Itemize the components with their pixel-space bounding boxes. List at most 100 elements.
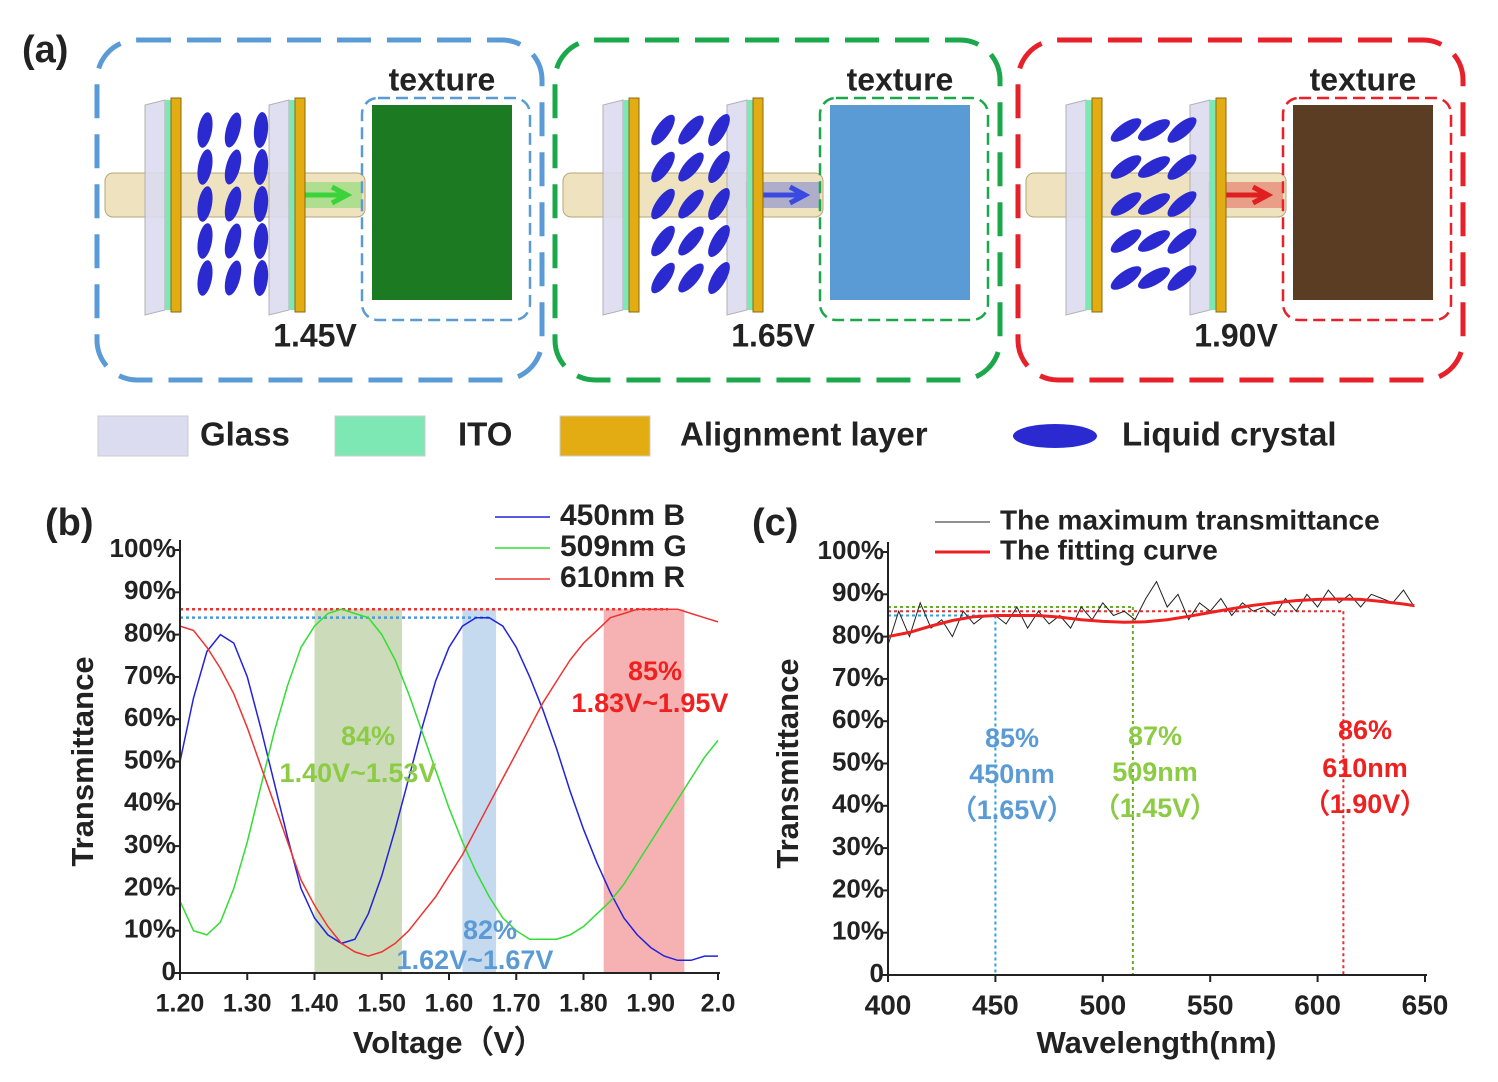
- liquid-crystal: [678, 189, 704, 219]
- annotation: （1.45V）: [1093, 793, 1218, 823]
- x-tick-label: 1.30: [223, 990, 272, 1018]
- liquid-crystal: [678, 263, 704, 293]
- x-axis-title: Wavelength(nm): [1037, 1025, 1277, 1060]
- y-tick-label: 40%: [124, 787, 176, 817]
- x-tick-label: 600: [1294, 989, 1341, 1020]
- y-tick-label: 30%: [124, 829, 176, 859]
- y-tick-label: 0: [870, 958, 884, 988]
- liquid-crystal: [253, 186, 269, 222]
- ito-layer: [289, 100, 295, 310]
- x-tick-label: 2.0: [701, 990, 736, 1018]
- liquid-crystal: [1138, 156, 1170, 178]
- liquid-crystal: [1110, 266, 1142, 290]
- liquid-crystal: [1167, 117, 1197, 143]
- x-tick-label: 400: [865, 989, 912, 1020]
- alignment-layer: [752, 97, 764, 313]
- x-tick-label: 650: [1402, 989, 1449, 1020]
- x-tick-label: 1.50: [357, 990, 406, 1018]
- panel-label: (a): [22, 29, 68, 71]
- alignment-layer: [294, 97, 306, 313]
- legend-label: ITO: [458, 416, 512, 453]
- x-tick-label: 1.70: [492, 990, 541, 1018]
- x-tick-label: 500: [1079, 989, 1126, 1020]
- glass-plate: [1065, 99, 1087, 316]
- legend-label: 610nm R: [560, 561, 685, 594]
- liquid-crystal: [253, 260, 269, 296]
- data-line: [887, 580, 1415, 646]
- legend-label: Alignment layer: [680, 416, 928, 453]
- panel-label: (c): [752, 502, 798, 544]
- liquid-crystal: [708, 188, 730, 220]
- y-tick-label: 90%: [124, 575, 176, 605]
- texture-label: texture: [1310, 61, 1417, 97]
- alignment-layer: [628, 97, 640, 313]
- liquid-crystal: [197, 112, 213, 148]
- y-tick-label: 60%: [124, 702, 176, 732]
- x-tick-label: 1.20: [156, 990, 205, 1018]
- y-tick-label: 70%: [832, 662, 884, 692]
- y-axis-title: Transmittance: [770, 658, 805, 868]
- alignment-layer: [1215, 97, 1227, 313]
- liquid-crystal: [1167, 228, 1197, 254]
- liquid-crystal: [253, 149, 269, 185]
- liquid-crystal: [253, 112, 269, 148]
- cell-border: [1015, 37, 1466, 383]
- liquid-crystal: [197, 186, 213, 222]
- y-tick-label: 50%: [832, 746, 884, 776]
- legend-label: Liquid crystal: [1122, 416, 1337, 453]
- liquid-crystal: [1167, 154, 1197, 180]
- liquid-crystal: [224, 260, 242, 296]
- liquid-crystal: [708, 262, 730, 294]
- liquid-crystal: [708, 151, 730, 183]
- liquid-crystal: [197, 223, 213, 259]
- annotation: 86%: [1338, 715, 1392, 745]
- liquid-crystal: [1167, 191, 1197, 217]
- highlight-band: [603, 609, 685, 973]
- liquid-crystal: [1138, 119, 1170, 141]
- liquid-crystal: [224, 223, 242, 259]
- y-tick-label: 20%: [124, 871, 176, 901]
- annotation: 509nm: [1112, 757, 1198, 787]
- legend-swatch: [97, 415, 189, 457]
- data-line: [179, 608, 719, 957]
- liquid-crystal: [678, 115, 704, 145]
- y-tick-label: 70%: [124, 660, 176, 690]
- texture-frame: [360, 96, 532, 322]
- legend-label: The maximum transmittance: [1000, 504, 1380, 535]
- voltage-label: 1.65V: [731, 317, 815, 353]
- cell-border: [552, 37, 1003, 383]
- liquid-crystal: [1138, 230, 1170, 252]
- liquid-crystal: [1138, 193, 1170, 215]
- y-axis-title: Transmittance: [65, 656, 100, 866]
- liquid-crystal: [708, 225, 730, 257]
- y-tick-label: 80%: [124, 617, 176, 647]
- x-tick-label: 1.40: [290, 990, 339, 1018]
- legend-label: 450nm B: [560, 499, 685, 532]
- annotation: 87%: [1128, 721, 1182, 751]
- texture-frame: [818, 96, 990, 322]
- voltage-label: 1.45V: [273, 317, 357, 353]
- ito-layer: [1210, 100, 1216, 310]
- y-tick-label: 60%: [832, 704, 884, 734]
- alignment-layer: [170, 97, 182, 313]
- y-tick-label: 100%: [110, 533, 177, 563]
- y-tick-label: 10%: [832, 916, 884, 946]
- texture-sample: [372, 105, 512, 300]
- texture-sample: [830, 105, 970, 300]
- glass-plate: [726, 99, 748, 316]
- glass-plate: [1189, 99, 1211, 316]
- y-tick-label: 0: [162, 956, 176, 986]
- liquid-crystal: [1110, 192, 1142, 216]
- y-tick-label: 30%: [832, 831, 884, 861]
- liquid-crystal: [1138, 267, 1170, 289]
- annotation: 1.40V~1.53V: [280, 758, 437, 788]
- legend-label: The fitting curve: [1000, 534, 1218, 565]
- x-tick-label: 1.60: [425, 990, 474, 1018]
- legend-swatch: [334, 415, 426, 457]
- y-tick-label: 20%: [832, 873, 884, 903]
- ito-layer: [1086, 100, 1092, 310]
- annotation: 85%: [628, 656, 682, 686]
- liquid-crystal: [1110, 229, 1142, 253]
- cell-border: [94, 37, 545, 383]
- liquid-crystal: [651, 188, 675, 220]
